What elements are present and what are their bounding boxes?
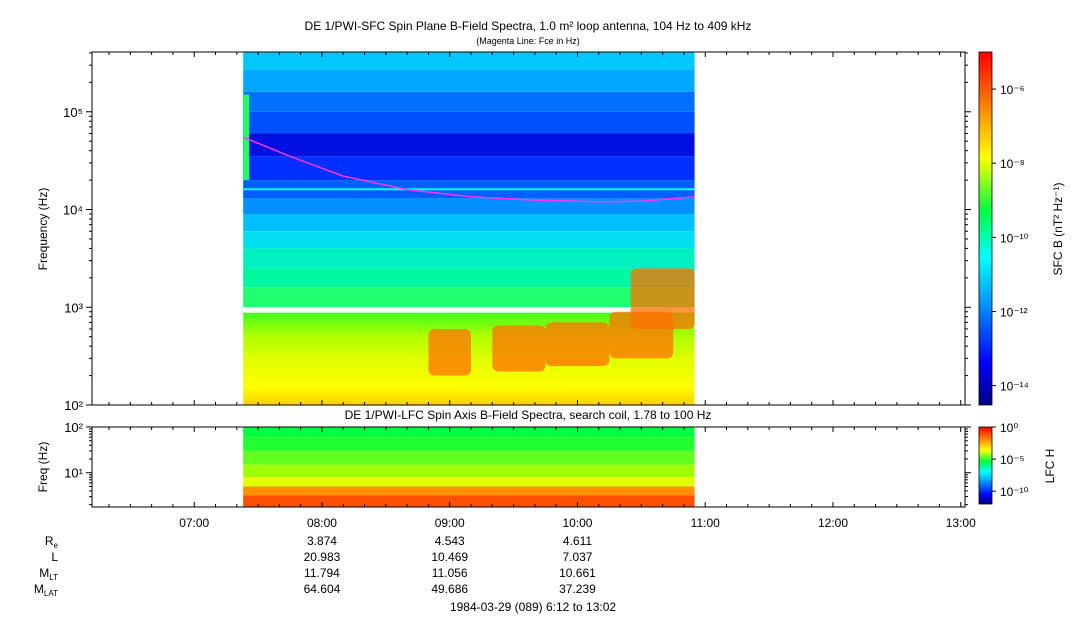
bottom-y-axis-label: Freq (Hz) <box>36 442 50 493</box>
sfc-emission-2 <box>545 322 610 367</box>
fce-magenta-line <box>242 136 695 203</box>
sfc-gap <box>243 307 695 313</box>
time-tick-label: 08:00 <box>307 516 337 530</box>
bottom-panel-frame <box>91 426 966 508</box>
time-tick-label: 10:00 <box>562 516 592 530</box>
lfc-spectrogram <box>243 427 695 507</box>
sfc-band-9 <box>243 231 695 249</box>
ephemeris-value: 4.543 <box>435 534 465 548</box>
time-tick-label: 09:00 <box>435 516 465 530</box>
lfc-band-4 <box>243 477 695 487</box>
sfc-emission-0 <box>428 328 472 376</box>
time-tick-label: 13:00 <box>946 516 976 530</box>
top-panel-frame <box>91 51 966 406</box>
colorbar-tick-label: 10⁻⁸ <box>1000 157 1025 171</box>
top-panel-title: DE 1/PWI-SFC Spin Plane B-Field Spectra,… <box>305 19 752 33</box>
lfc-band-2 <box>243 450 695 465</box>
sfc-spectrogram <box>243 52 695 405</box>
ephemeris-row-label: MLAT <box>34 582 58 598</box>
ephemeris-value: 37.239 <box>559 582 596 596</box>
ephemeris-row-sub: e <box>54 541 59 550</box>
sfc-band-2 <box>243 91 695 112</box>
y-tick-label: 10⁵ <box>63 105 83 120</box>
top-y-axis-label: Frequency (Hz) <box>36 188 50 271</box>
ephemeris-row-label: L <box>51 550 58 564</box>
y-tick-label: 10² <box>64 398 83 413</box>
lfc-band-3 <box>243 464 695 478</box>
lfc-colorbar-ticks: 10⁰ 10⁻⁵ 10⁻¹⁰ <box>992 421 1029 499</box>
ephemeris-value: 3.874 <box>307 534 337 548</box>
ephemeris-row-label: Re <box>45 534 59 550</box>
y-tick-label: 10² <box>64 420 83 435</box>
bottom-y-axis: 10¹ 10² <box>64 420 971 506</box>
colorbar-tick-label: 10⁰ <box>1000 421 1018 435</box>
time-tick-label: 07:00 <box>179 516 209 530</box>
sfc-band-11 <box>243 268 695 288</box>
lfc-band-6 <box>243 495 695 507</box>
sfc-emission-4 <box>630 268 695 329</box>
time-axis: 07:00 08:00 09:00 10:00 11:00 12:00 13:00 <box>108 52 976 530</box>
lfc-band-1 <box>243 437 695 451</box>
sfc-band-4 <box>243 133 695 157</box>
colorbar-tick-label: 10⁻⁶ <box>1000 83 1025 97</box>
top-panel-subtitle: (Magenta Line: Fce in Hz) <box>476 36 580 46</box>
time-tick-label: 11:00 <box>691 516 720 530</box>
top-y-axis: 10² 10³ 10⁴ 10⁵ <box>63 52 971 413</box>
bottom-panel-title: DE 1/PWI-LFC Spin Axis B-Field Spectra, … <box>345 408 712 422</box>
ephemeris-value: 7.037 <box>562 550 592 564</box>
colorbar-tick-label: 10⁻¹⁴ <box>1000 380 1029 394</box>
ephemeris-value: 11.056 <box>432 566 468 580</box>
sfc-band-5 <box>243 156 695 181</box>
lfc-band-0 <box>243 427 695 438</box>
ephemeris-value: 64.604 <box>304 582 341 596</box>
ephemeris-table: Re 3.874 4.543 4.611 L 20.983 10.469 7.037 MLT 11… <box>34 534 596 598</box>
ephemeris-value: 20.983 <box>304 550 341 564</box>
colorbar-tick-label: 10⁻¹² <box>1000 305 1028 319</box>
sfc-emission-1 <box>492 325 546 372</box>
sfc-band-8 <box>243 213 695 232</box>
ephemeris-row-label: MLT <box>39 566 58 582</box>
y-tick-label: 10¹ <box>64 466 83 481</box>
sfc-edge-strip <box>243 94 250 181</box>
y-tick-label: 10³ <box>64 300 83 315</box>
y-tick-label: 10⁴ <box>63 203 83 218</box>
sfc-band-0 <box>243 52 695 70</box>
lfc-colorbar-label: LFC H <box>1043 449 1057 484</box>
colorbar-tick-label: 10⁻⁵ <box>1000 453 1025 467</box>
footer-date-range: 1984-03-29 (089) 6:12 to 13:02 <box>450 600 616 614</box>
lfc-colorbar <box>978 426 993 505</box>
sfc-band-12 <box>243 287 695 308</box>
colorbar-tick-label: 10⁻¹⁰ <box>1000 485 1029 499</box>
sfc-colorbar <box>978 51 993 406</box>
lfc-band-5 <box>243 486 695 496</box>
ephemeris-value: 10.469 <box>431 550 468 564</box>
time-tick-label: 12:00 <box>818 516 848 530</box>
sfc-band-10 <box>243 248 695 269</box>
colorbar-tick-label: 10⁻¹⁰ <box>1000 231 1029 245</box>
sfc-colorbar-ticks: 10⁻⁶ 10⁻⁸ 10⁻¹⁰ 10⁻¹² 10⁻¹⁴ <box>992 83 1029 394</box>
sfc-interference-line <box>243 188 695 191</box>
sfc-band-1 <box>243 69 695 92</box>
ephemeris-row-sub: LAT <box>44 589 58 598</box>
sfc-band-7 <box>243 198 695 214</box>
ephemeris-value: 49.686 <box>431 582 468 596</box>
ephemeris-row-sub: LT <box>49 573 58 582</box>
ephemeris-value: 11.794 <box>304 566 340 580</box>
ephemeris-value: 10.661 <box>559 566 596 580</box>
ephemeris-value: 4.611 <box>563 534 592 548</box>
sfc-band-3 <box>243 111 695 134</box>
sfc-colorbar-label: SFC B (nT² Hz⁻¹) <box>1051 183 1065 276</box>
